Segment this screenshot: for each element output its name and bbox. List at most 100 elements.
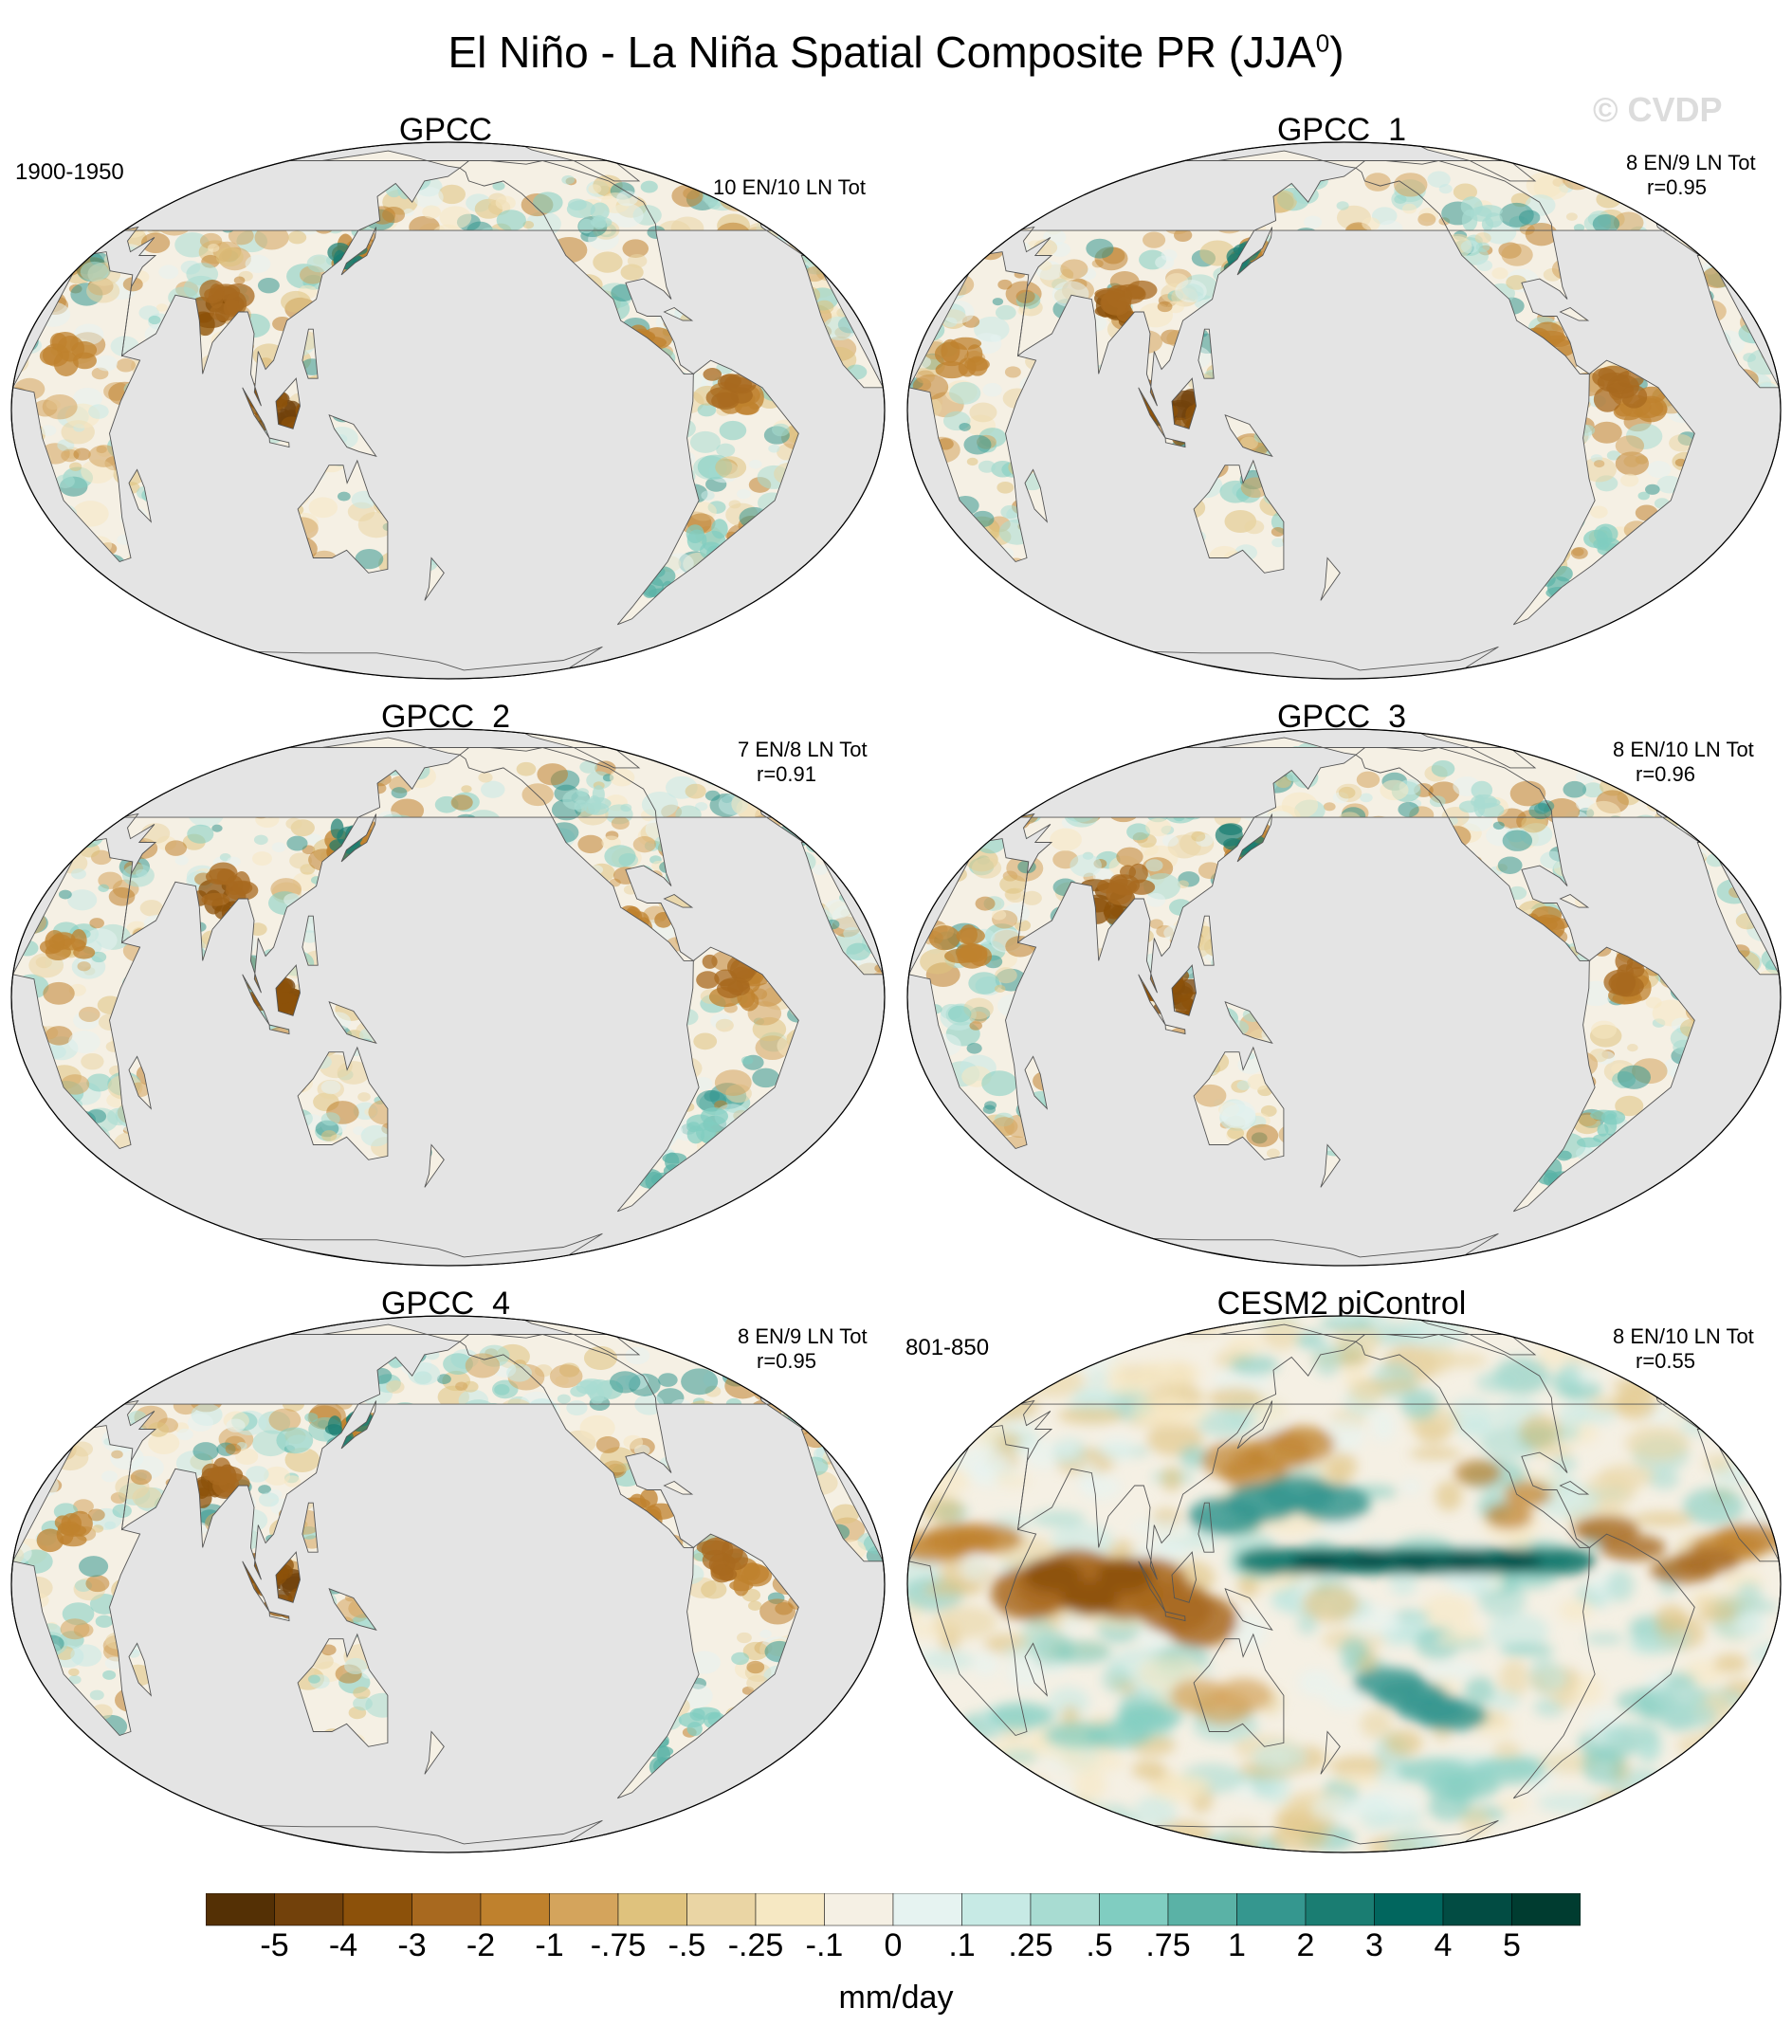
- colorbar-box: [1374, 1893, 1444, 1926]
- world-map: [906, 728, 1782, 1267]
- coastline: [340, 227, 377, 276]
- coastline: [275, 377, 301, 429]
- coastline: [459, 160, 695, 374]
- coastline: [340, 1400, 377, 1450]
- coastline: [1164, 1024, 1186, 1035]
- coastline: [424, 1143, 445, 1188]
- colorbar-tick-label: -.5: [667, 1927, 706, 1963]
- coastline: [1355, 160, 1591, 374]
- coastline: [111, 1323, 804, 1580]
- coastline: [328, 1001, 377, 1044]
- coastline: [111, 150, 804, 407]
- coastline: [1696, 1429, 1781, 1562]
- coastline: [1559, 306, 1590, 321]
- colorbar-tick-label: -4: [328, 1927, 358, 1963]
- colorbar-units: mm/day: [838, 1980, 954, 2016]
- coastline: [1164, 437, 1186, 448]
- coastline: [1171, 964, 1197, 1016]
- coastline: [459, 747, 695, 961]
- coastline: [275, 1551, 301, 1603]
- coastline: [459, 1334, 695, 1548]
- coastline: [1512, 946, 1695, 1213]
- colorbar-box: [1305, 1893, 1375, 1926]
- coastline: [1224, 1588, 1273, 1631]
- colorbar-tick-label: 3: [1365, 1927, 1383, 1963]
- coastline: [1559, 893, 1590, 908]
- colorbar-box: [1167, 1893, 1237, 1926]
- colorbar-tick-label: 0: [884, 1927, 903, 1963]
- world-map: [906, 1315, 1782, 1853]
- panel-event-count: 7 EN/8 LN Tot: [738, 738, 868, 761]
- coastline: [663, 1480, 694, 1495]
- colorbar-box: [274, 1893, 344, 1926]
- coastline: [1171, 1551, 1197, 1603]
- coastline: [1224, 1001, 1273, 1044]
- coastline: [616, 1533, 799, 1799]
- coastline: [663, 306, 694, 321]
- coastline: [297, 1633, 389, 1747]
- coastline: [800, 255, 885, 389]
- colorbar: [206, 1893, 1581, 1926]
- colorbar-box: [686, 1893, 757, 1926]
- colorbar-tick-label: -.1: [805, 1927, 844, 1963]
- panel-correlation: r=0.91: [757, 762, 816, 786]
- coastline: [1224, 414, 1273, 457]
- coastline: [11, 1425, 141, 1737]
- colorbar-tick-label: .1: [948, 1927, 976, 1963]
- coastline: [1512, 359, 1695, 626]
- coastline: [1171, 377, 1197, 429]
- colorbar-tick-label: 5: [1503, 1927, 1521, 1963]
- map-panel-gpcc-2: GPCC_2 7 EN/8 LN Tot r=0.91: [0, 699, 896, 1287]
- coastline: [302, 915, 319, 966]
- coastline: [297, 459, 389, 574]
- coastline: [907, 251, 1037, 563]
- coastline: [11, 251, 141, 563]
- coastline: [1024, 1055, 1049, 1110]
- colorbar-tick-label: -.75: [590, 1927, 647, 1963]
- colorbar-tick-label: 1: [1228, 1927, 1246, 1963]
- colorbar-tick-label: .75: [1145, 1927, 1191, 1963]
- coastline: [1198, 915, 1215, 966]
- coastline: [1198, 328, 1215, 379]
- colorbar-tick-label: -5: [260, 1927, 289, 1963]
- world-map: [906, 141, 1782, 680]
- colorbar-tick-label: .25: [1008, 1927, 1053, 1963]
- coastline: [268, 437, 290, 448]
- coastline: [268, 1611, 290, 1622]
- coastline: [297, 1046, 389, 1160]
- colorbar-box: [342, 1893, 412, 1926]
- colorbar-tick-label: -.25: [727, 1927, 784, 1963]
- panel-event-count: 10 EN/10 LN Tot: [713, 175, 867, 199]
- colorbar-box: [1511, 1893, 1581, 1926]
- map-panel-gpcc-4: GPCC_4 8 EN/9 LN Tot r=0.95: [0, 1286, 896, 1873]
- coastline: [1559, 1480, 1590, 1495]
- coastline: [1193, 1046, 1285, 1160]
- coastline: [1198, 1502, 1215, 1553]
- coastline: [1236, 813, 1273, 863]
- world-map: [10, 1315, 886, 1853]
- coastline: [1236, 227, 1273, 276]
- colorbar-box: [1099, 1893, 1169, 1926]
- coastline: [800, 1429, 885, 1562]
- coastline: [1320, 557, 1341, 601]
- colorbar-tick-label: .5: [1086, 1927, 1113, 1963]
- map-panel-gpcc-3: GPCC_3 8 EN/10 LN Tot r=0.96: [896, 699, 1792, 1287]
- colorbar-tick-label: -2: [466, 1927, 496, 1963]
- coastline: [1236, 1400, 1273, 1450]
- colorbar-box: [1236, 1893, 1307, 1926]
- panel-period: 1900-1950: [15, 159, 124, 185]
- figure-title: El Niño - La Niña Spatial Composite PR (…: [448, 27, 1344, 77]
- coastline: [1164, 1611, 1186, 1622]
- coastline: [1193, 1633, 1285, 1747]
- colorbar-box: [961, 1893, 1032, 1926]
- coastline: [111, 737, 804, 994]
- colorbar-tick-label: -1: [535, 1927, 564, 1963]
- coastline: [1007, 1323, 1700, 1580]
- panel-correlation: r=0.96: [1636, 762, 1695, 786]
- panel-correlation: r=0.95: [757, 1349, 816, 1373]
- colorbar-tick-label: -3: [397, 1927, 427, 1963]
- coastline: [128, 1055, 153, 1110]
- coastline: [1355, 747, 1591, 961]
- coastline: [328, 1588, 377, 1631]
- coastline: [128, 468, 153, 523]
